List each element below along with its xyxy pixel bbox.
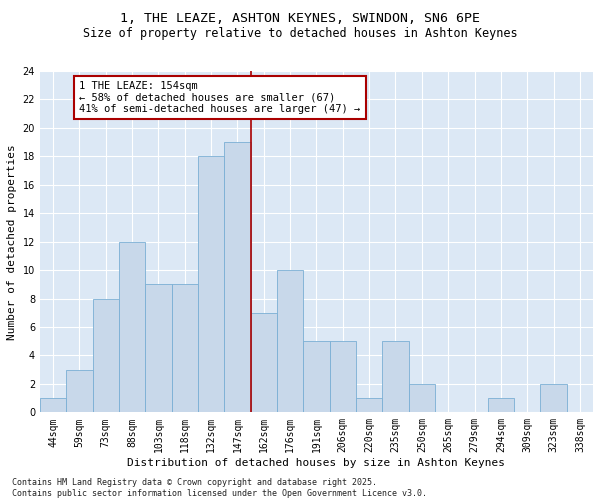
Bar bbox=[119, 242, 145, 412]
Bar bbox=[40, 398, 66, 412]
Bar bbox=[172, 284, 198, 412]
Bar bbox=[224, 142, 251, 412]
Bar bbox=[66, 370, 92, 412]
Bar bbox=[409, 384, 435, 412]
Bar bbox=[382, 342, 409, 412]
Text: 1, THE LEAZE, ASHTON KEYNES, SWINDON, SN6 6PE: 1, THE LEAZE, ASHTON KEYNES, SWINDON, SN… bbox=[120, 12, 480, 26]
Bar bbox=[145, 284, 172, 412]
Y-axis label: Number of detached properties: Number of detached properties bbox=[7, 144, 17, 340]
Bar bbox=[356, 398, 382, 412]
Text: Contains HM Land Registry data © Crown copyright and database right 2025.
Contai: Contains HM Land Registry data © Crown c… bbox=[12, 478, 427, 498]
Bar bbox=[277, 270, 303, 412]
Text: 1 THE LEAZE: 154sqm
← 58% of detached houses are smaller (67)
41% of semi-detach: 1 THE LEAZE: 154sqm ← 58% of detached ho… bbox=[79, 81, 361, 114]
Bar bbox=[198, 156, 224, 412]
Text: Size of property relative to detached houses in Ashton Keynes: Size of property relative to detached ho… bbox=[83, 28, 517, 40]
Bar bbox=[303, 342, 329, 412]
Bar bbox=[488, 398, 514, 412]
Bar bbox=[329, 342, 356, 412]
Bar bbox=[251, 313, 277, 412]
Bar bbox=[541, 384, 567, 412]
Bar bbox=[92, 298, 119, 412]
X-axis label: Distribution of detached houses by size in Ashton Keynes: Distribution of detached houses by size … bbox=[127, 458, 505, 468]
